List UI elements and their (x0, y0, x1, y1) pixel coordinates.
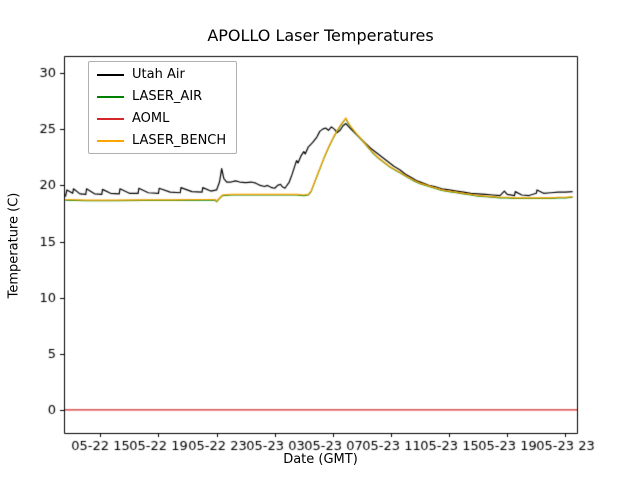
legend-label: LASER_AIR (132, 89, 203, 104)
y-axis-label: Temperature (C) (6, 192, 22, 299)
legend-item-0: Utah Air (97, 67, 226, 82)
legend-item-3: LASER_BENCH (97, 133, 226, 148)
legend-label: Utah Air (132, 67, 185, 82)
chart-title: APOLLO Laser Temperatures (207, 26, 434, 45)
legend-item-2: AOML (97, 111, 226, 126)
legend-line-swatch (97, 117, 124, 120)
legend-line-swatch (97, 139, 124, 142)
legend-label: LASER_BENCH (132, 133, 227, 148)
legend-item-1: LASER_AIR (97, 89, 226, 104)
chart-legend: Utah Air LASER_AIR AOML LASER_BENCH (88, 61, 238, 154)
legend-label: AOML (132, 111, 170, 126)
x-axis-label: Date (GMT) (283, 452, 358, 467)
legend-line-swatch (97, 95, 124, 98)
legend-line-swatch (97, 73, 124, 76)
